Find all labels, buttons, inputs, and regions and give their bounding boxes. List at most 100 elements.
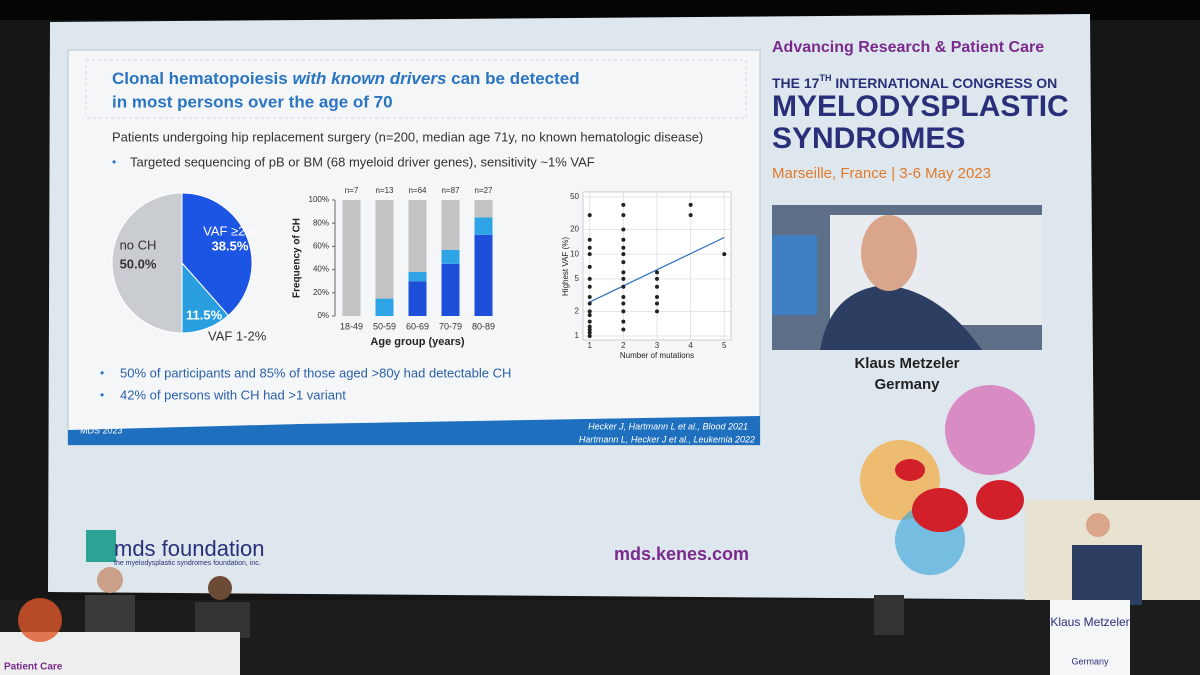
bullet-dot: • xyxy=(100,366,104,380)
point xyxy=(621,319,626,324)
bar-segment xyxy=(342,200,361,316)
trend-line xyxy=(589,236,725,303)
bar-segment xyxy=(408,271,427,282)
y-tick-label: 10 xyxy=(570,249,579,258)
title-em: with known drivers xyxy=(292,69,446,88)
place: Marseille, France | 3-6 May 2023 xyxy=(772,165,991,182)
n-label: n=64 xyxy=(408,186,427,195)
y-tick-label: 0% xyxy=(317,311,329,320)
pie-value-label: 11.5% xyxy=(186,307,223,322)
bullet-dot: • xyxy=(112,155,116,169)
point xyxy=(655,309,659,314)
pie-slice xyxy=(181,192,253,317)
x-axis-label: Age group (years) xyxy=(370,336,464,348)
n-label: n=7 xyxy=(345,186,359,195)
point xyxy=(655,294,659,299)
speaker-body xyxy=(820,285,982,350)
x-tick-label: 50-59 xyxy=(373,321,396,331)
panelist-head xyxy=(208,576,232,600)
point xyxy=(621,294,626,299)
point xyxy=(621,227,626,232)
point xyxy=(587,245,592,250)
bar-segment xyxy=(375,298,394,316)
title-part: can be detected xyxy=(446,69,579,88)
y-axis-label: Highest VAF (%) xyxy=(561,237,570,296)
x-tick-label: 70-79 xyxy=(439,321,462,331)
pie-chart: VAF ≥2%38.5% VAF 1-2% 11.5% no CH 50.0% xyxy=(111,192,267,343)
point xyxy=(587,324,592,329)
y-tick-label: 2 xyxy=(575,306,580,315)
point xyxy=(587,330,592,335)
point xyxy=(587,213,592,218)
bullet: 50% of participants and 85% of those age… xyxy=(120,365,511,380)
y-tick-label: 20 xyxy=(570,225,579,234)
point xyxy=(621,252,626,257)
x-tick-label: 4 xyxy=(688,341,693,350)
point xyxy=(587,252,592,257)
x-tick-label: 1 xyxy=(588,341,593,350)
logo-mark xyxy=(86,530,116,562)
y-tick-label: 20% xyxy=(313,288,329,297)
congress-part: THE 17 xyxy=(772,75,820,91)
slide-footer-band xyxy=(68,416,760,445)
pie-label: VAF ≥2% xyxy=(203,223,257,238)
pie-slice xyxy=(111,192,183,334)
point xyxy=(621,327,626,332)
point xyxy=(621,213,626,218)
point xyxy=(621,202,626,207)
bar-segment xyxy=(441,263,460,316)
congress-name: MYELODYSPLASTIC xyxy=(772,90,1069,123)
speaker-country: Germany xyxy=(874,376,940,393)
title-part: Clonal hematopoiesis xyxy=(112,69,292,88)
point xyxy=(621,237,626,242)
point xyxy=(621,245,626,250)
flowers xyxy=(18,598,62,642)
video-logo xyxy=(772,235,817,315)
bar-segment xyxy=(375,200,394,299)
point xyxy=(587,334,592,338)
y-tick-label: 50 xyxy=(570,192,579,201)
point xyxy=(688,202,693,207)
point xyxy=(587,309,592,314)
podium xyxy=(1050,600,1130,675)
congress: THE 17TH INTERNATIONAL CONGRESS ON xyxy=(772,73,1057,90)
y-tick-label: 60% xyxy=(313,242,329,251)
decor xyxy=(945,385,1035,475)
tagline: Advancing Research & Patient Care xyxy=(772,39,1044,56)
ceiling xyxy=(0,0,1200,20)
point xyxy=(587,237,592,242)
congress-sup: TH xyxy=(819,73,831,83)
camera xyxy=(874,595,904,635)
x-tick-label: 5 xyxy=(722,341,727,350)
scatter-chart: 1 2 3 4 5 1 2 5 10 20 50 Number of mutations Highest… xyxy=(561,192,731,360)
presenter xyxy=(1072,545,1142,605)
bar-chart: 0% 20% 40% 60% 80% 100% 18-49 n=7 50-59 n=13 60-69… xyxy=(292,186,495,348)
pie-value-label: 50.0% xyxy=(120,256,157,271)
n-label: n=13 xyxy=(375,186,394,195)
citation: Hecker J, Hartmann L et al., Blood 2021 xyxy=(588,421,748,431)
pie-label: no CH xyxy=(120,237,157,252)
bar-segment xyxy=(441,249,460,264)
panelist-head xyxy=(97,567,123,593)
point xyxy=(587,276,592,281)
podium-name: Klaus Metzeler xyxy=(1050,615,1129,629)
bullet-dot: • xyxy=(100,388,104,402)
bar-segment xyxy=(474,217,493,235)
point xyxy=(621,270,626,275)
point xyxy=(587,284,592,289)
bar-segment xyxy=(408,200,427,272)
slide-title-2: in most persons over the age of 70 xyxy=(112,92,393,111)
point xyxy=(621,309,626,314)
y-axis-label: Frequency of CH xyxy=(292,218,303,298)
bar-segment xyxy=(408,281,427,316)
y-tick-label: 100% xyxy=(309,195,329,204)
congress-part: INTERNATIONAL CONGRESS ON xyxy=(831,75,1057,91)
congress-name: SYNDROMES xyxy=(772,122,965,155)
point xyxy=(688,213,693,218)
point xyxy=(621,276,626,281)
point xyxy=(587,264,592,269)
point xyxy=(587,313,592,318)
point xyxy=(587,294,592,299)
point xyxy=(587,327,592,332)
